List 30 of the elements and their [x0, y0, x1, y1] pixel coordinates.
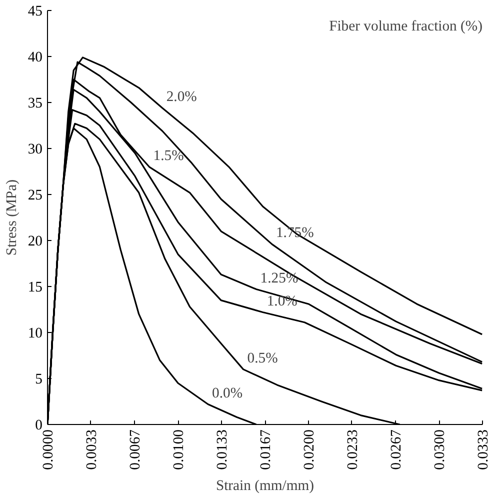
- y-tick-label: 15: [28, 280, 42, 296]
- y-tick-label: 45: [28, 4, 42, 20]
- y-tick-label: 40: [28, 50, 42, 66]
- x-tick-label: 0.0167: [258, 429, 274, 470]
- x-tick-label: 0.0100: [171, 429, 187, 470]
- x-tick-label: 0.0333: [476, 429, 492, 470]
- y-tick-label: 25: [28, 188, 42, 204]
- x-tick-label: 0.0033: [84, 429, 100, 470]
- x-tick-label: 0.0200: [302, 429, 318, 470]
- legend-title: Fiber volume fraction (%): [329, 18, 483, 34]
- annotation: 0.5%: [247, 350, 278, 366]
- x-axis-title: Strain (mm/mm): [216, 478, 314, 494]
- x-tick-label: 0.0000: [40, 429, 56, 470]
- x-tick-label: 0.0267: [388, 429, 405, 470]
- x-tick-label: 0.0133: [214, 429, 230, 470]
- y-tick-label: 5: [35, 372, 42, 388]
- x-tick-label: 0.0233: [345, 429, 361, 470]
- annotation: 1.0%: [266, 293, 298, 310]
- x-tick-label: 0.0300: [432, 429, 448, 470]
- y-tick-label: 35: [28, 96, 42, 112]
- annotation: 1.5%: [153, 148, 184, 164]
- annotation: 0.0%: [212, 385, 243, 402]
- annotation: 2.0%: [166, 89, 197, 106]
- y-axis-title: Stress (MPa): [4, 179, 20, 256]
- x-tick-label: 0.0067: [128, 429, 144, 470]
- y-tick-label: 0: [35, 418, 42, 434]
- y-tick-label: 10: [28, 326, 42, 342]
- annotation: 1.25%: [260, 270, 298, 286]
- y-tick-label: 20: [28, 234, 42, 250]
- y-tick-label: 30: [28, 142, 42, 158]
